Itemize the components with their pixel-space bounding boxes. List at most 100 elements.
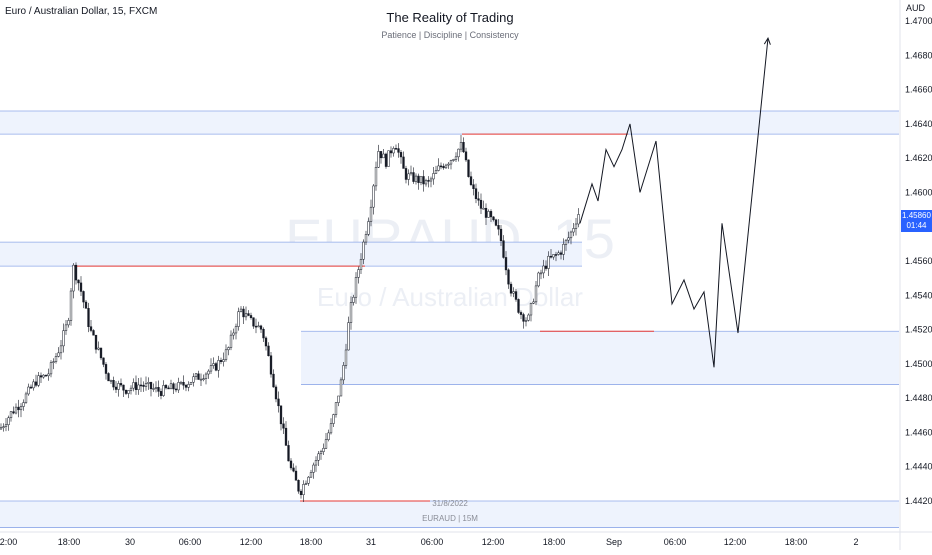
candle-body xyxy=(89,326,93,331)
candle-body xyxy=(424,180,428,185)
candle-body xyxy=(394,148,398,150)
time-tick-label: 12:00 xyxy=(0,537,17,547)
candle-body xyxy=(504,257,508,271)
candle-body xyxy=(434,170,438,174)
candle-body xyxy=(572,228,575,233)
time-tick-label: 2 xyxy=(853,537,858,547)
candle-body xyxy=(62,330,65,347)
symbol-header[interactable]: Euro / Australian Dollar, 15, FXCM xyxy=(5,6,158,17)
candle-body xyxy=(482,207,485,210)
price-tick-label: 1.46000 xyxy=(905,187,932,197)
candle-body xyxy=(337,395,340,403)
price-tick-label: 1.45000 xyxy=(905,359,932,369)
candle-body xyxy=(257,325,260,328)
candle-body xyxy=(157,387,160,392)
candle-body xyxy=(44,374,48,377)
candle-body xyxy=(104,364,108,374)
last-price-value: 1.45860 xyxy=(902,211,931,220)
candle-body xyxy=(377,151,380,168)
candle-body xyxy=(207,370,210,375)
candle-body xyxy=(144,383,148,387)
candle-body xyxy=(9,411,13,419)
candle-body xyxy=(392,148,395,154)
candle-body xyxy=(552,254,555,258)
candle-body xyxy=(307,476,310,484)
candle-body xyxy=(437,165,440,171)
candle-body xyxy=(274,386,278,400)
candle-body xyxy=(479,199,483,209)
candle-body xyxy=(499,228,503,241)
candle-body xyxy=(159,391,163,396)
candle-body xyxy=(192,376,195,383)
watermark-name: Euro / Australian Dollar xyxy=(317,282,583,312)
candle-body xyxy=(352,296,355,303)
candle-body xyxy=(354,277,358,298)
candle-body xyxy=(197,373,200,380)
candle-body xyxy=(2,426,5,428)
price-tick-label: 1.45600 xyxy=(905,256,932,266)
candle-body xyxy=(492,216,495,221)
candle-body xyxy=(164,385,168,389)
symbol-timeframe-label: EURAUD | 15M xyxy=(422,514,478,523)
candle-body xyxy=(277,398,280,407)
candle-body xyxy=(529,303,533,316)
candle-body xyxy=(217,360,220,371)
candle-body xyxy=(39,375,43,378)
price-tick-label: 1.45200 xyxy=(905,325,932,335)
candle-body xyxy=(369,206,373,222)
candle-body xyxy=(474,188,478,199)
candle-body xyxy=(47,373,50,377)
candle-body xyxy=(432,173,435,180)
price-tick-label: 1.46800 xyxy=(905,50,932,60)
candle-body xyxy=(27,386,30,395)
candle-body xyxy=(269,355,273,375)
candle-body xyxy=(249,315,253,318)
candle-body xyxy=(84,301,88,309)
candle-body xyxy=(577,214,580,225)
candle-body xyxy=(272,373,275,388)
candle-body xyxy=(122,384,125,391)
candle-body xyxy=(312,464,315,473)
candle-body xyxy=(557,252,560,255)
candle-body xyxy=(87,308,90,327)
candle-body xyxy=(134,382,138,390)
candle-body xyxy=(254,325,258,328)
candle-body xyxy=(339,379,343,397)
candle-body xyxy=(289,460,293,469)
candle-body xyxy=(4,424,8,427)
price-tick-label: 1.44800 xyxy=(905,393,932,403)
candle-body xyxy=(252,317,255,327)
candle-body xyxy=(364,234,368,243)
candle-body xyxy=(509,283,513,294)
time-tick-label: 18:00 xyxy=(543,537,566,547)
candle-body xyxy=(189,381,193,385)
candle-body xyxy=(114,386,118,390)
candle-body xyxy=(569,231,573,239)
candle-body xyxy=(67,320,70,326)
candle-body xyxy=(362,241,365,260)
price-tick-label: 1.46400 xyxy=(905,119,932,129)
time-tick-label: 30 xyxy=(125,537,135,547)
candle-body xyxy=(12,411,15,414)
candle-body xyxy=(469,176,473,185)
candle-body xyxy=(372,185,375,208)
time-tick-label: Sep xyxy=(606,537,622,547)
candle-body xyxy=(389,150,393,154)
time-tick-label: 12:00 xyxy=(240,537,263,547)
bar-countdown: 01:44 xyxy=(906,221,927,230)
candle-body xyxy=(299,490,303,496)
candle-body xyxy=(292,467,295,472)
candle-body xyxy=(314,460,318,466)
candle-body xyxy=(537,272,540,287)
candle-body xyxy=(522,314,525,322)
candle-body xyxy=(419,176,423,183)
candle-body xyxy=(219,360,223,362)
candle-body xyxy=(59,345,63,354)
candle-body xyxy=(439,165,443,168)
candle-body xyxy=(284,427,288,446)
time-tick-label: 31 xyxy=(366,537,376,547)
price-tick-label: 1.44600 xyxy=(905,427,932,437)
projection-path xyxy=(579,38,769,368)
